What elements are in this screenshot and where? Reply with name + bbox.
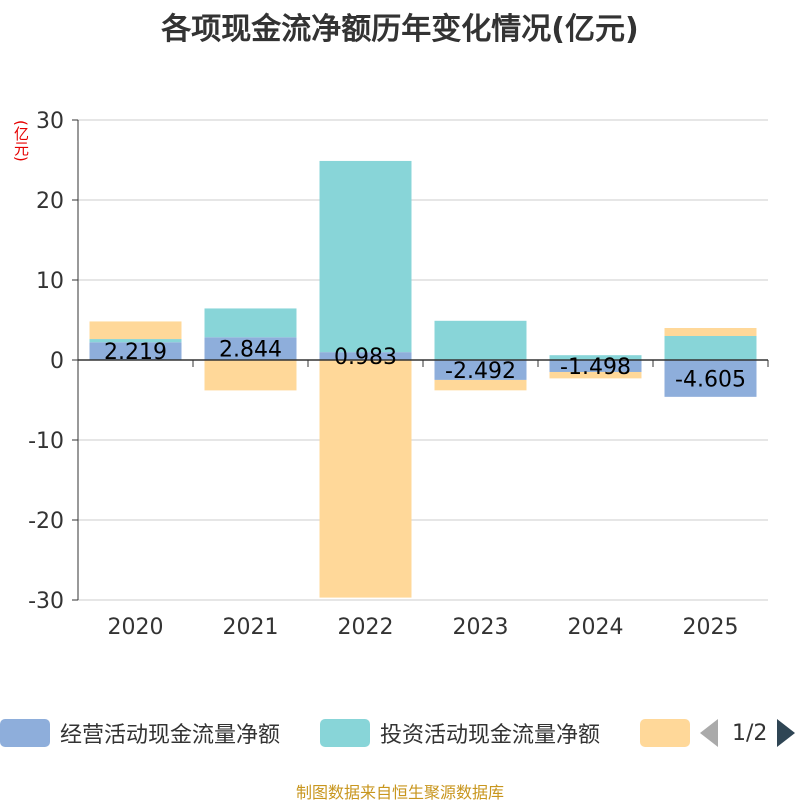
y-tick-label: 10: [36, 269, 64, 294]
legend-label-investing: 投资活动现金流量净额: [380, 723, 601, 748]
axes: -30 -20 -10 0 10 20 30 2020 2021 2022 2023 2024 2025: [28, 109, 769, 640]
pager-text: 1/2: [732, 720, 768, 746]
x-tick-label-2025: 2025: [683, 615, 739, 640]
legend-swatch-financing: [640, 719, 690, 747]
legend-pager: 1/2: [700, 716, 796, 750]
x-tick-label-2020: 2020: [108, 615, 164, 640]
legend: 经营活动现金流量净额 投资活动现金流量净额: [0, 716, 800, 750]
y-tick-label: -20: [28, 509, 64, 534]
y-tick-label: -30: [28, 589, 64, 614]
data-source: 制图数据来自恒生聚源数据库: [295, 783, 504, 802]
y-tick-label: 30: [36, 109, 64, 134]
bar-series1-2021: [204, 308, 297, 338]
bar-series2-2021: [204, 360, 297, 391]
bar-series0-2022: [319, 352, 412, 360]
legend-label-operating: 经营活动现金流量净额: [60, 723, 281, 748]
pager-prev-icon[interactable]: [700, 719, 718, 747]
legend-item-investing[interactable]: 投资活动现金流量净额: [320, 716, 600, 750]
legend-item-operating[interactable]: 经营活动现金流量净额: [0, 716, 280, 750]
pager-next-icon[interactable]: [777, 719, 796, 747]
legend-swatch-operating: [0, 719, 50, 747]
x-tick-label-2024: 2024: [568, 615, 624, 640]
bar-series1-2020: [89, 339, 182, 343]
y-tick-label: 0: [50, 349, 64, 374]
x-tick-label-2022: 2022: [338, 615, 394, 640]
bar-series2-2023: [434, 379, 527, 391]
data-label-2025: -4.605: [675, 367, 746, 392]
y-tick-label: 20: [36, 189, 64, 214]
legend-item-financing[interactable]: [640, 716, 690, 750]
bar-series0-2023: [434, 360, 527, 380]
data-label-2023: -2.492: [445, 359, 516, 384]
x-tick-label-2021: 2021: [223, 615, 279, 640]
bar-series1-2022: [319, 160, 412, 353]
bar-series2-2020: [89, 321, 182, 340]
chart-title: 各项现金流净额历年变化情况(亿元): [161, 12, 639, 47]
bar-series2-2024: [549, 371, 642, 379]
bars: [89, 160, 757, 598]
y-axis-unit: (亿元): [12, 120, 30, 162]
data-label-2021: 2.844: [219, 338, 282, 363]
bar-series0-2021: [204, 337, 297, 360]
data-label-2020: 2.219: [104, 340, 167, 365]
bar-series0-2025: [664, 360, 757, 397]
x-tick-label-2023: 2023: [453, 615, 509, 640]
bar-chart: -30 -20 -10 0 10 20 30 2020 2021 2022 2023 2024 2025…: [28, 109, 769, 640]
data-label-2024: -1.498: [560, 355, 631, 380]
data-label-2022: 0.983: [334, 345, 397, 370]
bar-series1-2024: [549, 355, 642, 360]
data-labels: 2.219 2.844 0.983 -2.492 -1.498 -4.605: [104, 338, 746, 393]
bar-series1-2023: [434, 320, 527, 360]
bar-series0-2020: [89, 342, 182, 360]
y-tick-label: -10: [28, 429, 64, 454]
bar-series0-2024: [549, 360, 642, 372]
bar-series2-2022: [319, 360, 412, 598]
bar-series1-2025: [664, 336, 757, 360]
bar-series2-2025: [664, 328, 757, 336]
legend-swatch-investing: [320, 719, 370, 747]
